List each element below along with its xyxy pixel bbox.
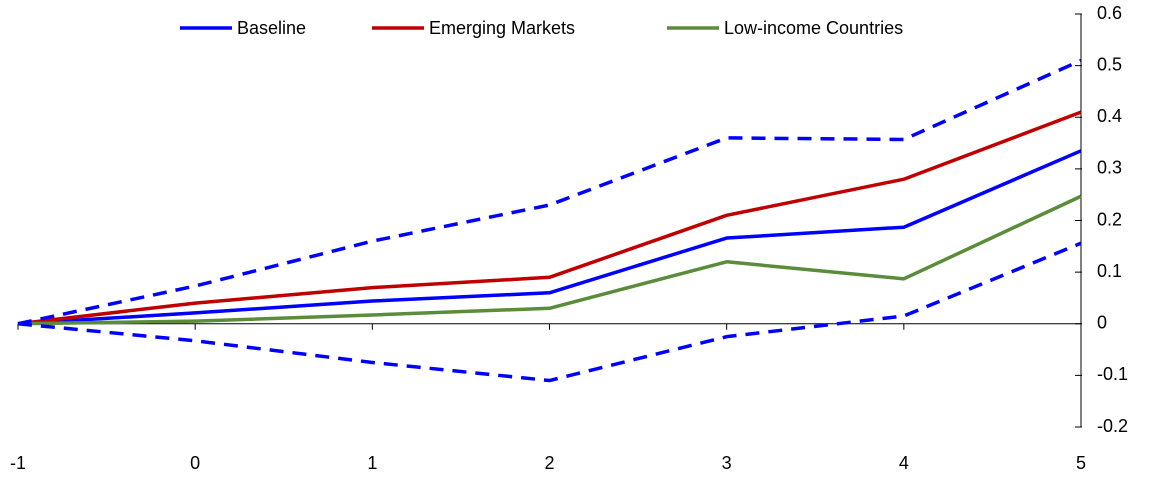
- y-tick-label: 0.5: [1097, 54, 1122, 74]
- y-tick-label: -0.2: [1097, 416, 1128, 436]
- y-tick-label: 0.6: [1097, 3, 1122, 23]
- legend-label: Baseline: [237, 18, 306, 38]
- legend-label: Low-income Countries: [724, 18, 903, 38]
- y-tick-label: 0.1: [1097, 261, 1122, 281]
- y-tick-label: 0.2: [1097, 209, 1122, 229]
- series-line: [17, 149, 1082, 326]
- x-tick-label: 0: [190, 453, 200, 473]
- x-tick-label: 4: [899, 453, 909, 473]
- x-tick-label: 3: [722, 453, 732, 473]
- band-line: [17, 58, 1082, 326]
- x-tick-label: 2: [544, 453, 554, 473]
- x-tick-label: 1: [367, 453, 377, 473]
- y-tick-label: 0.4: [1097, 106, 1122, 126]
- band-line: [17, 241, 1082, 383]
- series-line: [17, 194, 1082, 326]
- x-tick-label: -1: [10, 453, 26, 473]
- series-line: [17, 110, 1082, 326]
- y-tick-label: -0.1: [1097, 364, 1128, 384]
- legend-label: Emerging Markets: [429, 18, 575, 38]
- x-tick-label: 5: [1076, 453, 1086, 473]
- y-tick-label: 0.3: [1097, 158, 1122, 178]
- y-tick-label: 0: [1097, 313, 1107, 333]
